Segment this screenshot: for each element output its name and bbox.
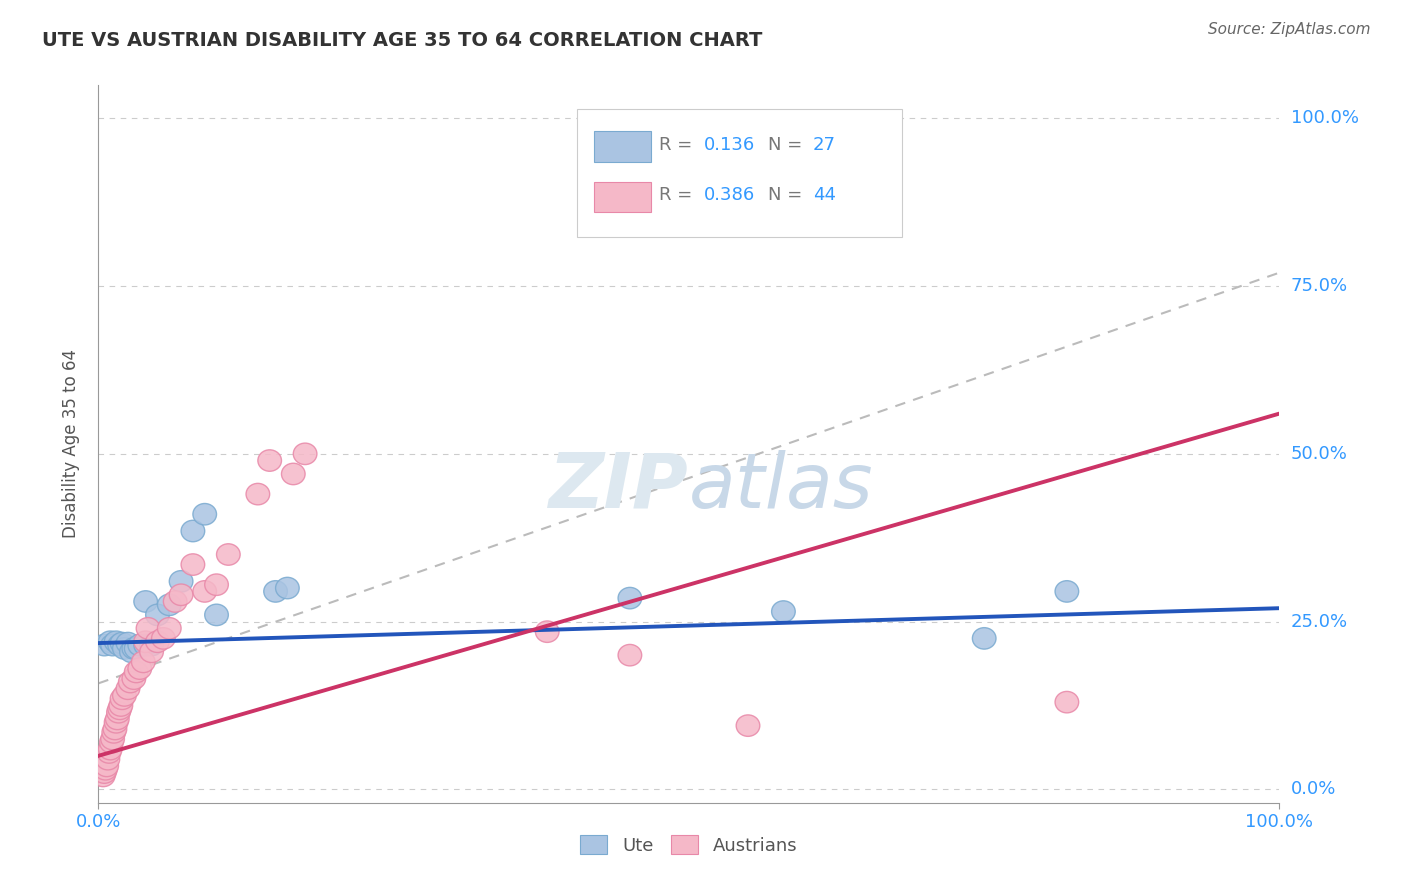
Ellipse shape <box>94 756 118 777</box>
Ellipse shape <box>737 714 759 737</box>
Ellipse shape <box>94 758 117 780</box>
Ellipse shape <box>128 634 152 656</box>
Ellipse shape <box>146 604 169 625</box>
Text: UTE VS AUSTRIAN DISABILITY AGE 35 TO 64 CORRELATION CHART: UTE VS AUSTRIAN DISABILITY AGE 35 TO 64 … <box>42 31 762 50</box>
FancyBboxPatch shape <box>595 131 651 161</box>
Ellipse shape <box>134 591 157 612</box>
Ellipse shape <box>1054 581 1078 602</box>
Ellipse shape <box>169 571 193 592</box>
Ellipse shape <box>103 718 127 739</box>
Ellipse shape <box>152 628 176 649</box>
Ellipse shape <box>181 554 205 575</box>
Text: 0.136: 0.136 <box>704 136 755 154</box>
Ellipse shape <box>110 632 134 654</box>
Ellipse shape <box>246 483 270 505</box>
Ellipse shape <box>118 672 142 693</box>
Text: Source: ZipAtlas.com: Source: ZipAtlas.com <box>1208 22 1371 37</box>
Ellipse shape <box>772 601 796 623</box>
Ellipse shape <box>257 450 281 471</box>
Ellipse shape <box>122 638 146 659</box>
Ellipse shape <box>136 617 160 639</box>
Text: 50.0%: 50.0% <box>1291 445 1347 463</box>
Y-axis label: Disability Age 35 to 64: Disability Age 35 to 64 <box>62 350 80 538</box>
Ellipse shape <box>108 634 132 656</box>
Ellipse shape <box>97 742 121 764</box>
Ellipse shape <box>124 638 148 659</box>
Ellipse shape <box>193 581 217 602</box>
Ellipse shape <box>157 594 181 615</box>
Text: atlas: atlas <box>689 450 873 524</box>
Ellipse shape <box>134 631 157 652</box>
Ellipse shape <box>181 520 205 541</box>
Ellipse shape <box>110 688 134 709</box>
Ellipse shape <box>120 641 143 663</box>
Ellipse shape <box>93 762 117 783</box>
Ellipse shape <box>104 712 128 733</box>
Ellipse shape <box>264 581 287 602</box>
Ellipse shape <box>93 634 117 656</box>
Ellipse shape <box>134 634 157 656</box>
Text: 27: 27 <box>813 136 837 154</box>
Ellipse shape <box>163 591 187 612</box>
Text: 0.386: 0.386 <box>704 186 755 204</box>
Ellipse shape <box>112 638 136 659</box>
Ellipse shape <box>139 634 163 656</box>
Ellipse shape <box>217 544 240 566</box>
Ellipse shape <box>146 631 169 652</box>
FancyBboxPatch shape <box>576 109 901 237</box>
Ellipse shape <box>281 463 305 484</box>
Ellipse shape <box>101 728 124 750</box>
Text: 44: 44 <box>813 186 837 204</box>
Ellipse shape <box>169 584 193 606</box>
Ellipse shape <box>108 698 132 720</box>
Ellipse shape <box>536 621 560 642</box>
Ellipse shape <box>294 443 316 465</box>
Ellipse shape <box>619 588 641 609</box>
Ellipse shape <box>98 631 122 652</box>
Ellipse shape <box>103 722 125 743</box>
Ellipse shape <box>193 503 217 525</box>
Text: N =: N = <box>768 186 808 204</box>
Ellipse shape <box>91 765 115 787</box>
Ellipse shape <box>205 604 228 625</box>
Ellipse shape <box>205 574 228 596</box>
Ellipse shape <box>117 632 139 654</box>
Ellipse shape <box>132 651 155 673</box>
FancyBboxPatch shape <box>595 182 651 211</box>
Ellipse shape <box>139 641 163 663</box>
Ellipse shape <box>1054 691 1078 713</box>
Text: 0.0%: 0.0% <box>1291 780 1336 798</box>
Text: N =: N = <box>768 136 808 154</box>
Ellipse shape <box>619 644 641 666</box>
Ellipse shape <box>105 708 129 730</box>
Ellipse shape <box>122 668 146 690</box>
Ellipse shape <box>157 617 181 639</box>
Ellipse shape <box>973 628 995 649</box>
Ellipse shape <box>110 695 132 716</box>
Text: 100.0%: 100.0% <box>1291 110 1358 128</box>
Ellipse shape <box>101 634 124 656</box>
Text: ZIP: ZIP <box>550 450 689 524</box>
Ellipse shape <box>128 657 152 680</box>
Text: 75.0%: 75.0% <box>1291 277 1348 295</box>
Ellipse shape <box>117 678 139 699</box>
Ellipse shape <box>96 748 120 770</box>
Ellipse shape <box>124 661 148 682</box>
Legend: Ute, Austrians: Ute, Austrians <box>574 828 804 862</box>
Text: R =: R = <box>659 186 699 204</box>
Ellipse shape <box>276 577 299 599</box>
Ellipse shape <box>107 701 131 723</box>
Text: R =: R = <box>659 136 699 154</box>
Ellipse shape <box>104 631 128 652</box>
Ellipse shape <box>112 685 136 706</box>
Ellipse shape <box>98 739 122 760</box>
Ellipse shape <box>100 731 124 753</box>
Text: 25.0%: 25.0% <box>1291 613 1348 631</box>
